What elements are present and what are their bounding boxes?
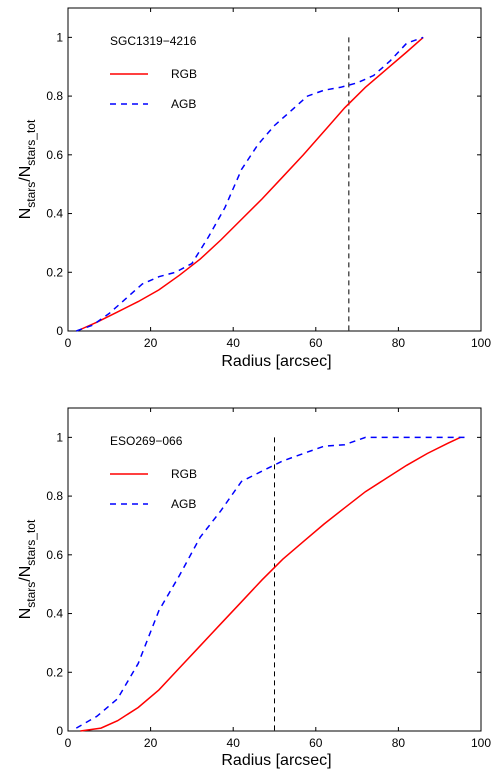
series-line-agb	[75, 436, 465, 729]
y-tick-label: 0	[56, 724, 63, 738]
y-tick-label: 0.8	[46, 489, 63, 503]
y-tick-label: 0.4	[46, 207, 63, 221]
x-tick-label: 20	[144, 336, 158, 350]
x-tick-label: 100	[471, 736, 491, 750]
x-tick-label: 0	[65, 736, 72, 750]
legend-label-agb: AGB	[171, 97, 196, 111]
x-axis-label: Radius [arcsec]	[221, 353, 331, 370]
y-axis-label-part: stars	[24, 182, 38, 208]
chart-panel-2: 0 20 40 60 80 100 0 0.2 0.4 0.6 0.8 1 Radius [arcsec…	[17, 407, 491, 769]
y-axis-label-part: stars_tot	[24, 119, 38, 166]
y-tick-label: 0.8	[46, 89, 63, 103]
x-tick-label: 100	[471, 336, 491, 350]
y-axis-label-part: N	[17, 608, 34, 620]
y-tick-label: 0.6	[46, 148, 63, 162]
legend-label-rgb: RGB	[171, 467, 197, 481]
y-tick-label: 0.2	[46, 665, 63, 679]
chart-annotation: SGC1319−4216	[110, 34, 197, 48]
x-tick-label: 40	[227, 736, 241, 750]
chart-annotation: ESO269−066	[110, 434, 183, 448]
y-tick-label: 0	[56, 324, 63, 338]
series-line-rgb	[80, 436, 461, 732]
chart-panel-1: 0 20 40 60 80 100 0 0.2 0.4 0.6 0.8 1 Radius [arcsec…	[17, 7, 491, 370]
x-tick-label: 0	[65, 336, 72, 350]
y-axis-label: Nstars/Nstars_tot	[17, 119, 38, 219]
y-tick-label: 0.2	[46, 265, 63, 279]
legend-label-agb: AGB	[171, 497, 196, 511]
x-tick-label: 60	[309, 736, 323, 750]
y-axis-label-part: stars	[24, 582, 38, 608]
series-line-agb	[76, 36, 424, 332]
y-axis-label-part: /N	[17, 166, 34, 182]
y-tick-label: 1	[56, 430, 63, 444]
y-tick-label: 0.4	[46, 607, 63, 621]
legend-label-rgb: RGB	[171, 67, 197, 81]
x-tick-label: 60	[309, 336, 323, 350]
x-axis-label: Radius [arcsec]	[221, 752, 331, 769]
x-tick-label: 40	[227, 336, 241, 350]
x-tick-label: 20	[144, 736, 158, 750]
x-tick-label: 80	[392, 736, 406, 750]
y-tick-label: 1	[56, 30, 63, 44]
y-axis-label-part: /N	[17, 566, 34, 582]
plot-frame	[67, 7, 482, 332]
y-axis-label-part: N	[17, 208, 34, 220]
x-tick-label: 80	[392, 336, 406, 350]
series-line-rgb	[80, 36, 424, 331]
y-axis-label-part: stars_tot	[24, 519, 38, 566]
y-tick-label: 0.6	[46, 548, 63, 562]
y-axis-label: Nstars/Nstars_tot	[17, 519, 38, 619]
